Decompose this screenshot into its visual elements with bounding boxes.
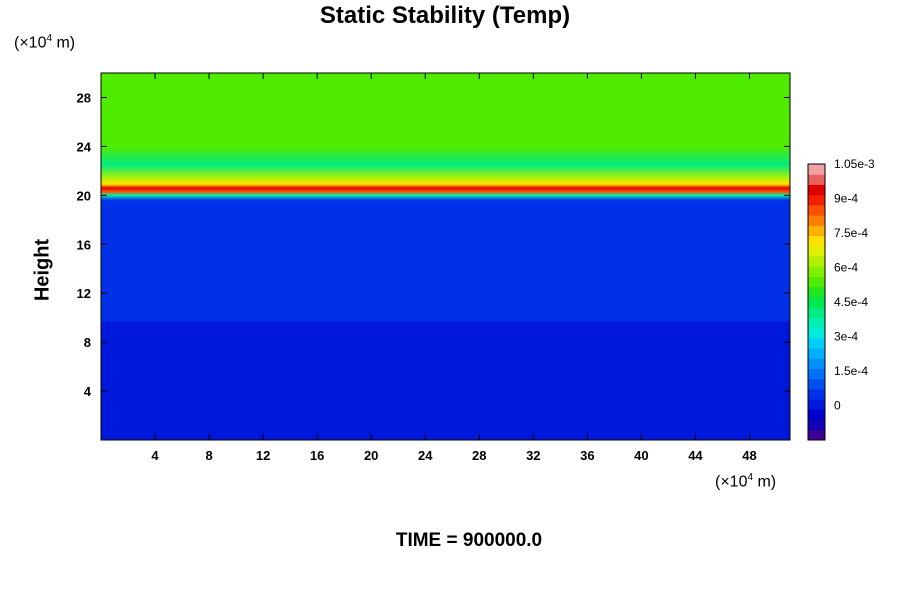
colorbar-segment	[808, 327, 825, 339]
colorbar-segment	[808, 378, 825, 390]
x-unit-suffix: m)	[753, 473, 777, 491]
colorbar-segment	[808, 174, 825, 185]
x-tick-label: 20	[364, 448, 378, 463]
colorbar-segment	[808, 276, 825, 288]
colorbar-label: 3e-4	[834, 330, 858, 344]
y-tick-label: 20	[77, 188, 91, 203]
colorbar-segment	[808, 194, 825, 206]
y-unit-suffix: m)	[52, 34, 76, 52]
y-axis: 4 8 12 16 20 24 28	[77, 90, 790, 399]
y-unit-prefix: (×10	[14, 34, 47, 52]
y-tick-label: 24	[77, 139, 92, 154]
colorbar-segment	[808, 266, 825, 277]
x-unit-prefix: (×10	[715, 473, 748, 491]
colorbar-segment	[808, 358, 825, 369]
colorbar-label: 1.05e-3	[834, 157, 875, 171]
colorbar-segment	[808, 399, 825, 410]
plot-frame	[100, 72, 791, 441]
colorbar-segment	[808, 245, 825, 257]
colorbar-segment	[808, 337, 825, 349]
y-tick-label: 8	[84, 335, 91, 350]
colorbar-segment	[808, 225, 825, 237]
colorbar-frame	[807, 163, 826, 441]
y-axis-label: Height	[31, 238, 54, 302]
x-tick-label: 16	[310, 448, 324, 463]
colorbar-segment	[808, 215, 825, 226]
colorbar-segment	[808, 368, 825, 380]
colorbar-segment	[808, 388, 825, 400]
x-tick-label: 4	[151, 448, 159, 463]
x-tick-label: 32	[526, 448, 540, 463]
colorbar-segment	[808, 429, 825, 441]
y-tick-label: 4	[84, 384, 92, 399]
colorbar-label: 9e-4	[834, 192, 858, 206]
colorbar-label: 0	[834, 399, 841, 413]
x-unit-exponent: 4	[747, 472, 754, 483]
colorbar-segment	[808, 307, 825, 318]
y-tick-label: 28	[77, 90, 91, 105]
y-tick-label: 16	[77, 237, 91, 252]
x-tick-label: 28	[472, 448, 486, 463]
colorbar-segment	[808, 409, 825, 421]
x-tick-label: 44	[688, 448, 703, 463]
x-tick-label: 48	[742, 448, 756, 463]
colorbar-segment	[808, 256, 825, 267]
colorbar-label: 7.5e-4	[834, 226, 868, 240]
x-axis-unit: (×104 m)	[715, 472, 776, 491]
colorbar-segment	[808, 296, 825, 308]
x-tick-label: 36	[580, 448, 594, 463]
colorbar-label: 6e-4	[834, 261, 858, 275]
time-label: TIME = 900000.0	[395, 530, 543, 551]
colorbar-segment	[808, 317, 825, 329]
colorbar-segment	[808, 348, 825, 359]
field-heatmap	[101, 73, 790, 440]
x-tick-label: 8	[205, 448, 212, 463]
colorbar-segment	[808, 419, 825, 431]
y-unit-exponent: 4	[46, 33, 53, 44]
colorbar-segment	[808, 204, 825, 216]
x-tick-label: 12	[256, 448, 270, 463]
colorbar-label: 1.5e-4	[834, 364, 868, 378]
colorbar-segment	[808, 184, 825, 196]
colorbar-label: 4.5e-4	[834, 295, 868, 309]
colorbar-segment	[808, 235, 825, 247]
y-tick-label: 12	[77, 286, 91, 301]
x-tick-label: 40	[634, 448, 648, 463]
colorbar: 1.05e-3 9e-4 7.5e-4 6e-4 4.5e-4 3e-4 1.5e-4 0	[807, 157, 875, 441]
colorbar-segment	[808, 286, 825, 298]
chart-title: Static Stability (Temp)	[319, 2, 571, 29]
x-tick-label: 24	[418, 448, 433, 463]
y-axis-unit: (×104 m)	[14, 33, 75, 52]
colorbar-segment	[808, 164, 825, 175]
x-axis: 4 8 12 16 20 24 28 32 36 40 44 48	[151, 73, 757, 463]
